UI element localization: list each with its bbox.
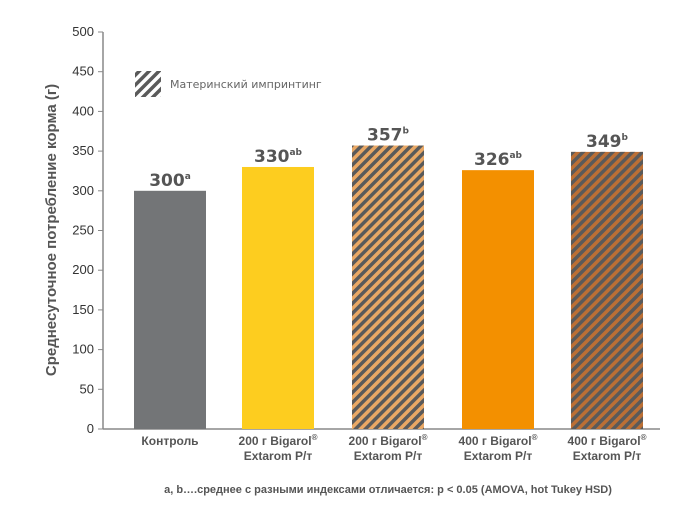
data-label-superscript: ab xyxy=(509,151,522,161)
data-label-superscript: b xyxy=(622,133,629,143)
data-label: 300a xyxy=(149,171,191,191)
bar xyxy=(462,170,534,429)
x-tick-label: Extarom Р/т xyxy=(464,449,533,463)
y-tick-label: 450 xyxy=(72,64,94,79)
y-tick-label: 0 xyxy=(87,421,94,436)
y-tick-label: 350 xyxy=(72,143,94,158)
y-tick-label: 200 xyxy=(72,262,94,277)
data-label-superscript: b xyxy=(403,127,410,137)
data-label-superscript: a xyxy=(185,172,191,182)
y-axis-label: Среднесуточное потребление корма (г) xyxy=(43,84,60,376)
x-tick-label: 200 г Bigarol® xyxy=(349,433,428,448)
x-tick-label: Extarom Р/т xyxy=(244,449,313,463)
x-tick-label: Контроль xyxy=(141,434,198,448)
y-tick-label: 300 xyxy=(72,183,94,198)
x-tick-label: 400 г Bigarol® xyxy=(568,433,647,448)
data-label: 330ab xyxy=(254,147,303,167)
bar-hatch xyxy=(352,145,424,430)
x-tick-label: 400 г Bigarol® xyxy=(459,433,538,448)
legend: Материнский импринтинг xyxy=(135,71,322,97)
y-tick-label: 150 xyxy=(72,302,94,317)
y-tick-label: 50 xyxy=(80,381,94,396)
bar xyxy=(134,190,206,429)
y-tick-label: 100 xyxy=(72,342,94,357)
y-tick-label: 250 xyxy=(72,223,94,238)
data-label-superscript: ab xyxy=(289,148,302,158)
bar xyxy=(242,166,314,430)
data-label: 349b xyxy=(586,132,629,152)
data-label: 357b xyxy=(367,126,410,146)
y-tick-label: 400 xyxy=(72,103,94,118)
legend-hatch-swatch xyxy=(135,71,161,97)
x-tick-label: 200 г Bigarol® xyxy=(239,433,318,448)
x-tick-label: Extarom Р/т xyxy=(573,449,642,463)
x-tick-label: Extarom Р/т xyxy=(354,449,423,463)
data-label: 326ab xyxy=(474,150,523,170)
y-tick-label: 500 xyxy=(72,24,94,39)
footnote: a, b….среднее с разными индексами отлича… xyxy=(164,484,612,496)
legend-label: Материнский импринтинг xyxy=(170,78,322,91)
bar-hatch xyxy=(571,151,643,430)
